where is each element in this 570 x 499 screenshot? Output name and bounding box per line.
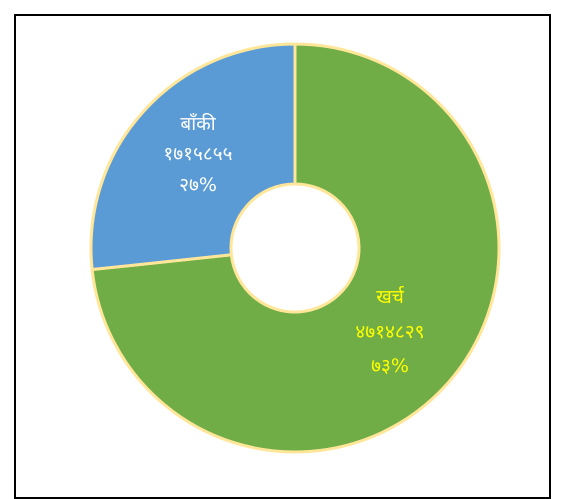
donut-slices xyxy=(89,42,501,454)
slice-remaining xyxy=(89,42,297,272)
slice-label-expense-value: ४७१४८२९ xyxy=(355,321,424,343)
slice-label-remaining-name: बाँकी xyxy=(180,112,216,135)
slice-expense xyxy=(90,42,501,454)
slice-label-remaining-value: १७१५८५५ xyxy=(163,143,232,165)
slice-label-expense-name: खर्च xyxy=(376,285,405,308)
slice-labels: बाँकी १७१५८५५ २७% खर्च ४७१४८२९ ७३% xyxy=(163,112,424,377)
slice-label-expense-percent: ७३% xyxy=(371,355,409,377)
slice-label-remaining-percent: २७% xyxy=(179,174,217,196)
